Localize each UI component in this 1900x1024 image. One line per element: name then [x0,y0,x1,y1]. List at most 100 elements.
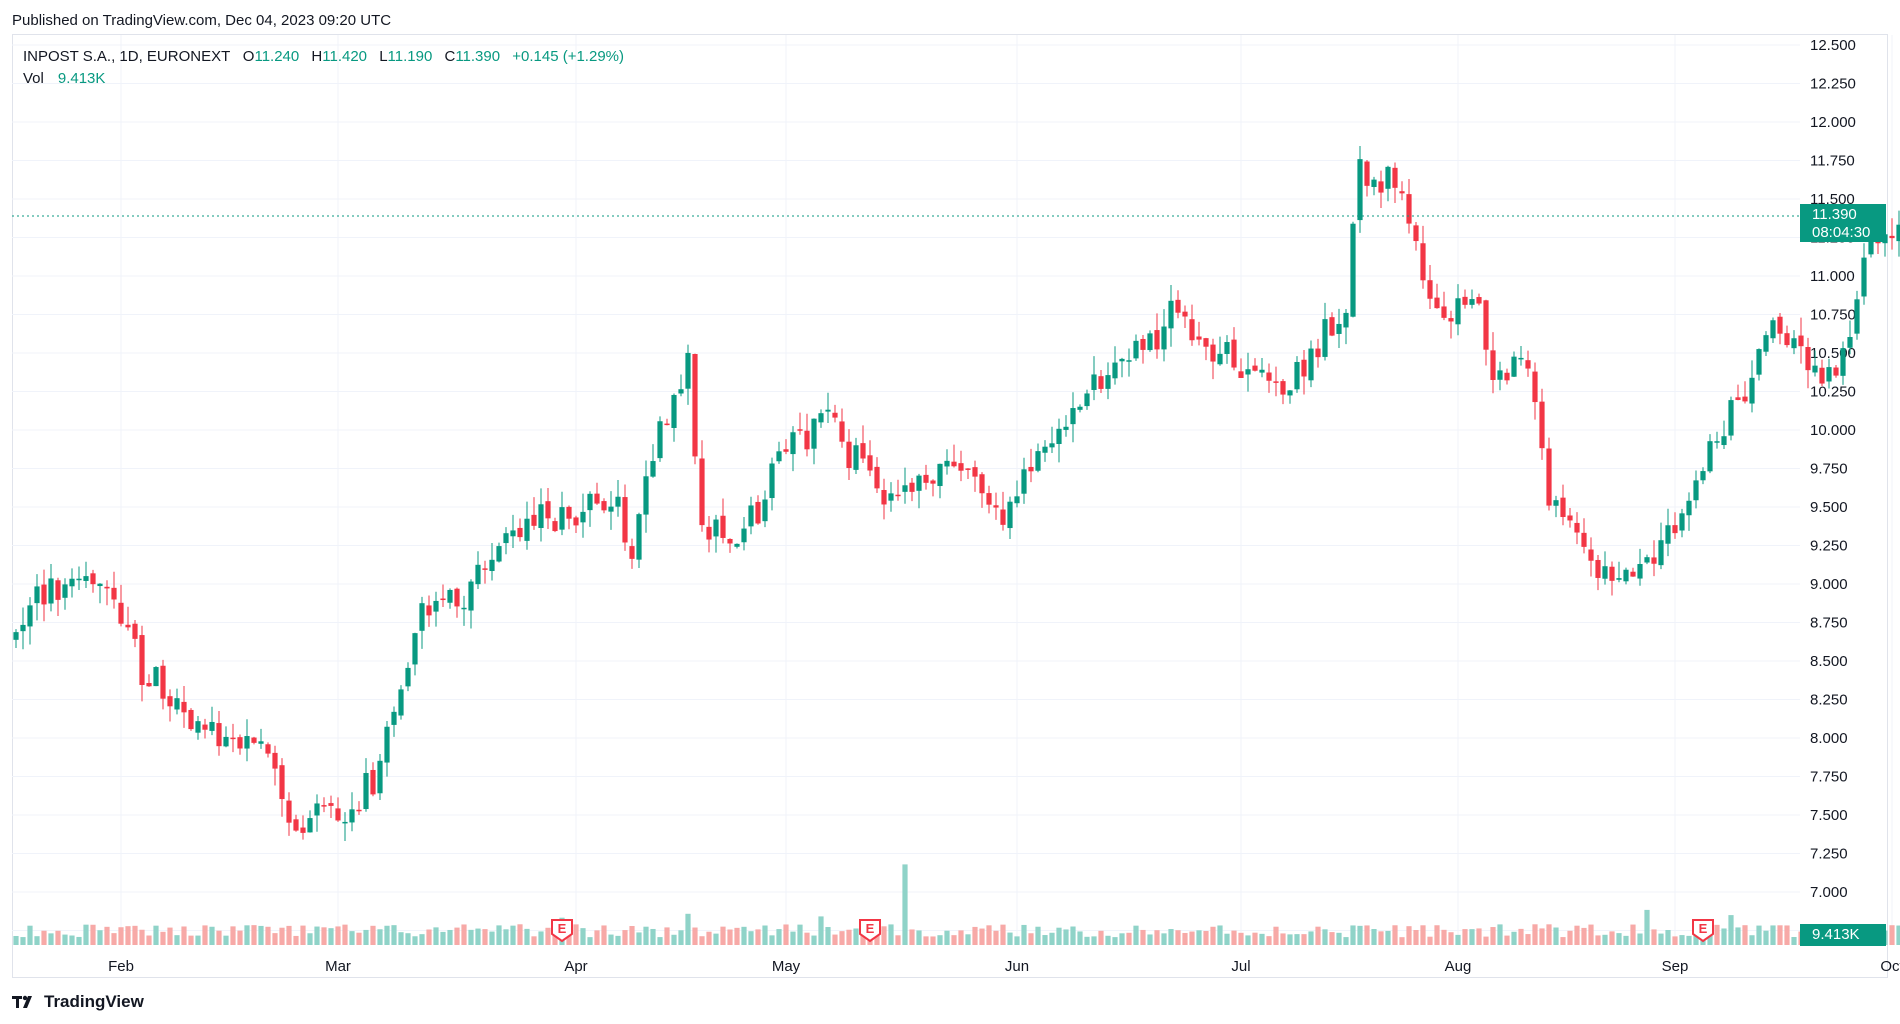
candle-body [1154,330,1160,350]
volume-bar [1462,929,1468,945]
candle-body [125,624,131,628]
volume-bar [216,930,222,945]
candle-body [615,496,621,507]
candle-body [419,603,425,631]
volume-bar [874,930,880,945]
volume-bar [895,935,901,945]
candle-body [1742,396,1748,402]
candle-body [1329,317,1335,336]
candle-body [314,803,320,816]
candle-body [398,689,404,716]
candle-body [769,463,775,499]
candle-body [433,600,439,612]
candle-body [195,721,201,733]
volume-bar [300,925,306,945]
tradingview-footer[interactable]: TradingView [12,992,144,1012]
volume-bar [1259,933,1265,945]
x-tick-label: Oct [1880,958,1900,975]
candle-body [706,526,712,540]
volume-bar [258,925,264,945]
candle-body [678,389,684,394]
y-tick-label: 11.000 [1810,268,1855,285]
x-tick-label: Feb [108,958,134,975]
candle-body [1469,299,1475,305]
symbol-title[interactable]: INPOST S.A., 1D, EURONEXT [23,48,231,65]
volume-label[interactable]: Vol [23,70,44,87]
volume-bar [1658,933,1664,945]
volume-bar [1553,927,1559,945]
volume-bar [601,925,607,945]
volume-bar [1084,936,1090,945]
volume-bar [475,928,481,945]
volume-bar [272,933,278,945]
candle-body [650,461,656,477]
candle-body [272,752,278,769]
y-tick-label: 7.000 [1810,884,1848,901]
candle-body [510,530,516,537]
volume-bar [517,924,523,945]
volume-bar [573,924,579,945]
volume-bar [13,936,19,945]
volume-bar [1728,915,1734,945]
candle-body [1168,300,1174,329]
candle-body [384,726,390,763]
volume-bar [139,929,145,945]
volume-bar [1252,932,1258,945]
volume-bar [1546,924,1552,945]
volume-bar [188,935,194,945]
volume-bar [55,930,61,945]
candle-body [1098,376,1104,389]
volume-bar [944,930,950,945]
volume-bar [1161,933,1167,945]
candle-body [468,581,474,611]
volume-bar [48,933,54,945]
candle-body [1525,360,1531,369]
candle-body [1203,338,1209,347]
candle-body [951,461,957,467]
volume-bar [363,929,369,945]
volume-bar [538,931,544,945]
y-tick-label: 11.500 [1810,191,1855,208]
candle-body [664,423,670,426]
volume-bar [1028,933,1034,945]
volume-bar [1525,934,1531,945]
candle-body [1042,446,1048,453]
candle-body [1343,312,1349,328]
volume-bar [685,913,691,945]
candle-body [104,586,110,589]
volume-bar [1266,936,1272,945]
candle-body [559,507,565,530]
volume-bar [1133,925,1139,945]
volume-bar [1301,934,1307,945]
volume-bar [1098,930,1104,945]
candle-body [1392,167,1398,188]
volume-bar [1427,936,1433,945]
candle-body [1091,374,1097,390]
candle-body [440,598,446,601]
candle-body [1231,339,1237,368]
candle-body [503,533,509,544]
close-label: C [444,48,456,65]
candle-body [713,519,719,537]
candle-body [1371,179,1377,187]
volume-bar [118,927,124,945]
volume-bar [496,925,502,945]
candle-body [1441,306,1447,318]
volume-bar [111,933,117,945]
candle-body [853,445,859,470]
volume-bar [636,932,642,945]
candle-body [1798,335,1804,347]
volume-bar [1063,929,1069,945]
volume-bar [1595,935,1601,945]
candle-body [1448,318,1454,322]
volume-bar [377,929,383,945]
volume-bar [153,925,159,945]
candle-body [979,474,985,494]
volume-bar [1357,925,1363,945]
x-tick-label: Mar [325,958,351,975]
volume-bar [1287,934,1293,945]
volume-bar [1707,932,1713,945]
volume-bar [825,927,831,945]
candle-body [839,421,845,442]
